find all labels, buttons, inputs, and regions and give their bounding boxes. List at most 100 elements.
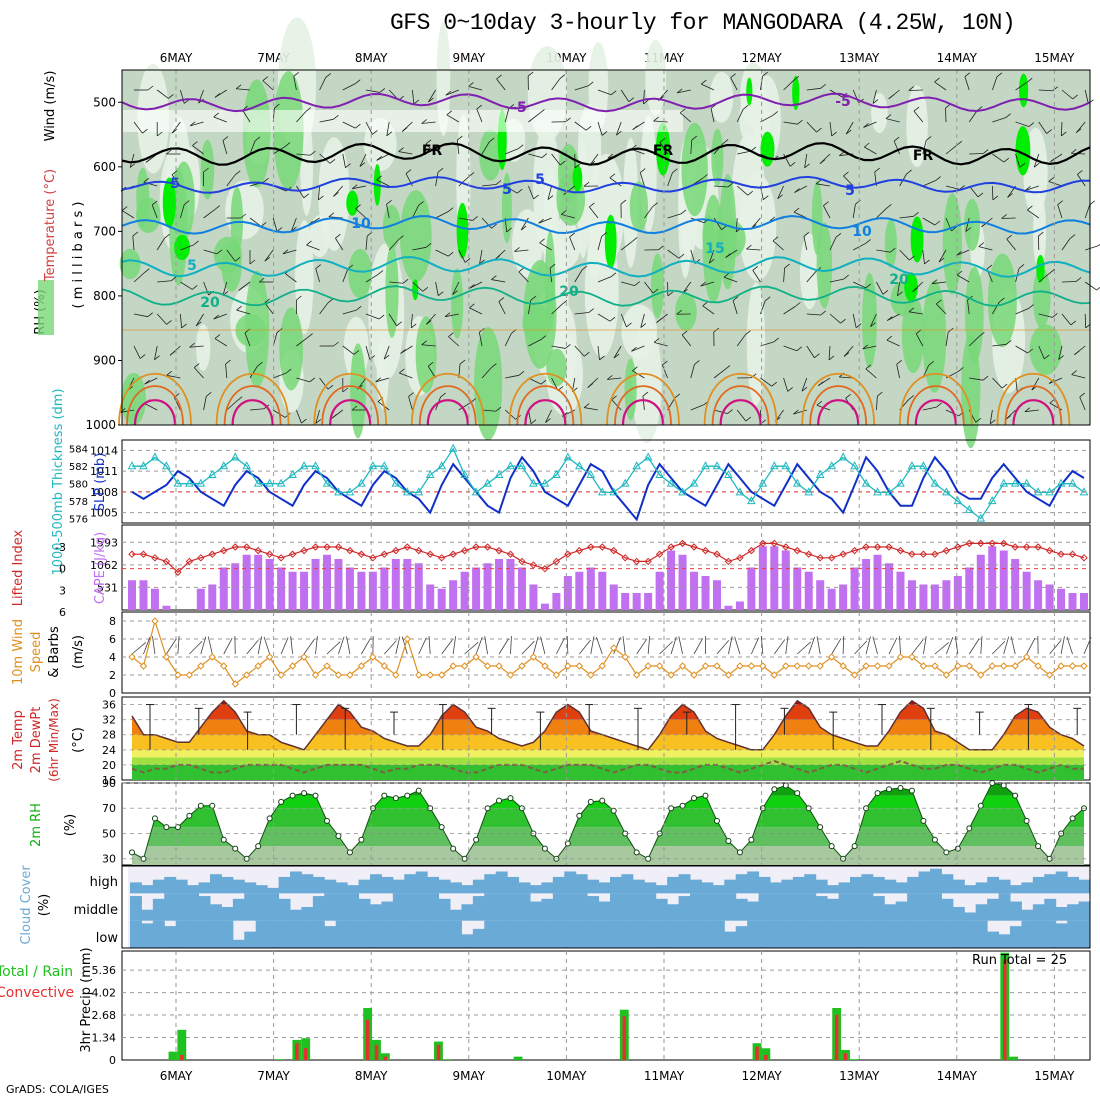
wind-barb-surface	[1066, 636, 1073, 655]
wind-speed-marker	[437, 671, 446, 679]
precip-convective-bar	[843, 1053, 848, 1060]
wind-barb-flag	[351, 405, 358, 411]
boundary-layer-contour	[621, 399, 665, 426]
wind-barb	[203, 249, 218, 255]
wind-speed-marker	[621, 653, 629, 661]
wind-barb	[352, 185, 367, 190]
wind-speed-marker	[334, 671, 343, 679]
wind-barb-surface	[899, 636, 901, 655]
wind-speed-marker	[151, 617, 159, 625]
cloud-middle-cell	[358, 898, 371, 921]
wind-barb	[876, 207, 887, 219]
cloud-middle-cell	[678, 896, 691, 921]
cloud-middle-cell	[1021, 909, 1034, 921]
lifted-index-marker	[552, 557, 561, 566]
wind-barb-flag	[584, 351, 590, 357]
contour-label: 20	[200, 295, 220, 311]
wind-barb-flag	[405, 169, 412, 174]
wind-barb-surface	[670, 636, 677, 655]
thickness-marker	[460, 469, 469, 478]
wind-barb-flag	[642, 391, 649, 397]
cloud-low-cell	[827, 920, 840, 948]
wind-barb	[823, 205, 831, 219]
wind-barb	[133, 345, 141, 359]
wind-barb-flag	[723, 272, 730, 278]
legend-convective: Convective	[0, 985, 74, 1001]
wind-barb-flag	[977, 192, 984, 198]
wind-speed-marker	[300, 653, 308, 661]
thickness-marker	[586, 469, 596, 478]
wind-barb	[938, 249, 947, 263]
cape-bar	[403, 559, 412, 610]
date-label-top: 15MAY	[1034, 51, 1075, 65]
rh-region-moist	[230, 186, 244, 254]
wind-barb-flag	[585, 125, 592, 131]
wind-barb-flag	[839, 151, 845, 157]
cloud-low-cell	[392, 920, 405, 948]
wind-barb	[945, 332, 949, 347]
cape-bar	[563, 576, 572, 610]
precip-convective-bar	[764, 1054, 768, 1060]
wind-barb	[752, 270, 761, 283]
wind-barb-surface	[980, 636, 983, 655]
rh-region-moist	[965, 266, 984, 364]
wind-barb-flag	[951, 226, 957, 232]
wind-speed-marker	[931, 662, 939, 670]
cloud-low-cell	[952, 920, 965, 948]
wind-barb	[1038, 272, 1050, 283]
wind-barb-flag	[234, 170, 241, 176]
cloud-middle-cell	[1010, 901, 1022, 921]
wind-barb	[574, 345, 585, 357]
wind-barb-flag	[843, 171, 849, 177]
thickness-ytick-label: 582	[69, 462, 88, 473]
wind-barb	[180, 89, 185, 104]
wind-barb	[514, 249, 529, 252]
wind-barb-flag	[257, 361, 263, 367]
slp-ytick-label: 1011	[90, 465, 118, 478]
wind-barb-flag	[448, 332, 454, 337]
wind-barb-flag	[469, 303, 475, 309]
wind-barb-flag	[609, 316, 616, 322]
wind-barb-flag	[328, 212, 335, 218]
wind-barb	[342, 268, 349, 283]
cloud-low-cell	[690, 920, 702, 948]
wind-speed-marker	[655, 662, 664, 670]
wind-barb-surface	[177, 636, 180, 655]
cloud-middle-cell	[301, 907, 314, 921]
wind-barb	[690, 140, 693, 155]
cloud-low-cell	[484, 920, 497, 948]
cape-bar	[827, 588, 836, 610]
wind-barb	[505, 374, 520, 379]
wind-barb-surface	[923, 636, 927, 655]
wind-barb	[173, 397, 181, 411]
cloud-middle-cell	[827, 898, 840, 921]
cloud-low-cell	[964, 920, 977, 948]
wind-barb-flag	[662, 360, 668, 366]
wind-barb-flag	[222, 136, 229, 141]
wind-barb	[1038, 89, 1053, 92]
rh2m-marker	[633, 849, 640, 856]
cloud-low-cell	[587, 920, 600, 948]
wind-barb-flag	[329, 159, 336, 164]
wind-barb-flag	[422, 287, 429, 292]
wind-barb	[386, 204, 390, 219]
cape-bar	[850, 567, 859, 610]
legend-total-rain: Total / Rain	[0, 964, 73, 980]
wind-barb-surface	[842, 635, 845, 655]
lifted-index-marker	[346, 546, 354, 555]
wind-barb-flag	[613, 353, 620, 359]
wind-speed-marker	[977, 671, 985, 679]
wind-barb	[783, 306, 796, 315]
wind-barb-flag	[438, 291, 444, 297]
wind-barb	[777, 185, 784, 199]
cloud-middle-cell	[735, 898, 748, 921]
wind-barb	[621, 281, 635, 287]
cloud-middle-cell	[518, 893, 531, 921]
wind-barb-flag	[989, 419, 996, 425]
wind-barb-flag	[378, 314, 385, 320]
wind-barb	[1058, 345, 1063, 360]
slp-frame	[121, 439, 1091, 524]
cape-bar	[621, 593, 630, 610]
wind-barb-surface	[613, 637, 621, 655]
wind-barb	[935, 303, 947, 315]
